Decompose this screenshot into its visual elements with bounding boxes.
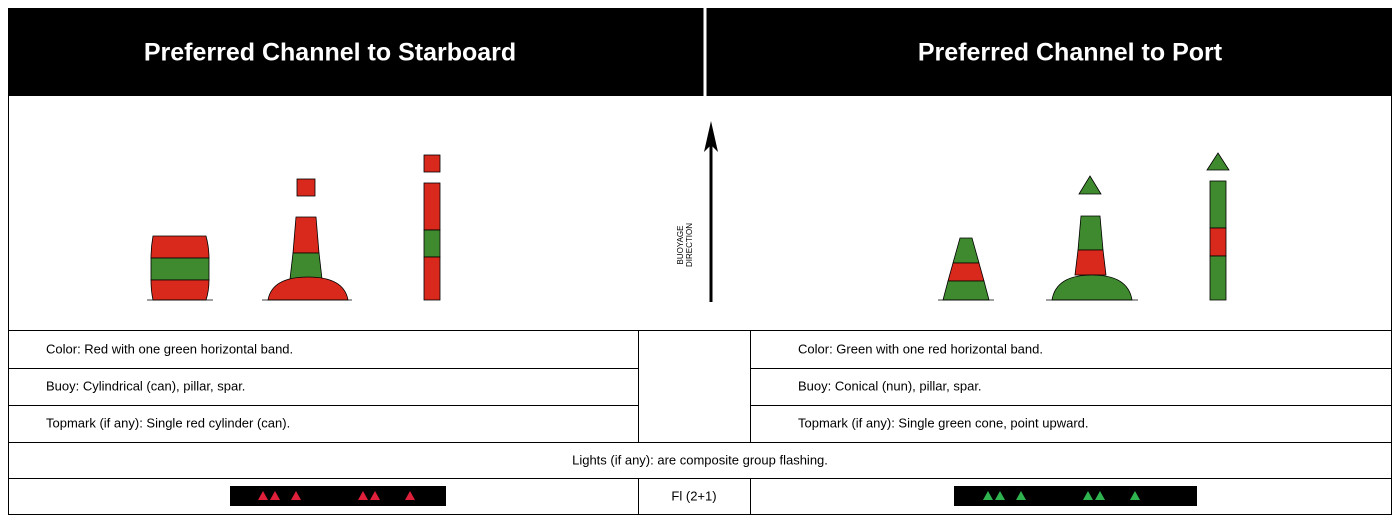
light-rhythm-red: [230, 486, 446, 506]
left-cell: Color: Red with one green horizontal ban…: [46, 341, 293, 356]
direction-arrow: [704, 121, 718, 302]
lights-cell: Lights (if any): are composite group fla…: [572, 452, 828, 467]
right-title: Preferred Channel to Port: [918, 39, 1223, 67]
pillar-buoy-green: [1046, 175, 1138, 301]
light-rhythm-green: [954, 486, 1197, 506]
direction-label: DIRECTION: [685, 223, 694, 267]
table-grid: [8, 96, 1392, 515]
left-title: Preferred Channel to Starboard: [144, 39, 516, 67]
left-cell: Topmark (if any): Single red cylinder (c…: [46, 415, 290, 430]
pillar-buoy-red: [262, 178, 352, 301]
can-buoy: [147, 235, 213, 301]
cone-buoy: [938, 237, 994, 301]
direction-label: BUOYAGE: [676, 226, 685, 265]
right-cell: Buoy: Conical (nun), pillar, spar.: [798, 378, 982, 393]
left-cell: Buoy: Cylindrical (can), pillar, spar.: [46, 378, 245, 393]
header-band: [8, 8, 1392, 96]
right-cell: Topmark (if any): Single green cone, poi…: [798, 415, 1089, 430]
spar-buoy-red: [423, 154, 441, 301]
light-code: Fl (2+1): [671, 488, 716, 503]
right-cell: Color: Green with one red horizontal ban…: [798, 341, 1043, 356]
spar-buoy-green: [1206, 152, 1230, 301]
